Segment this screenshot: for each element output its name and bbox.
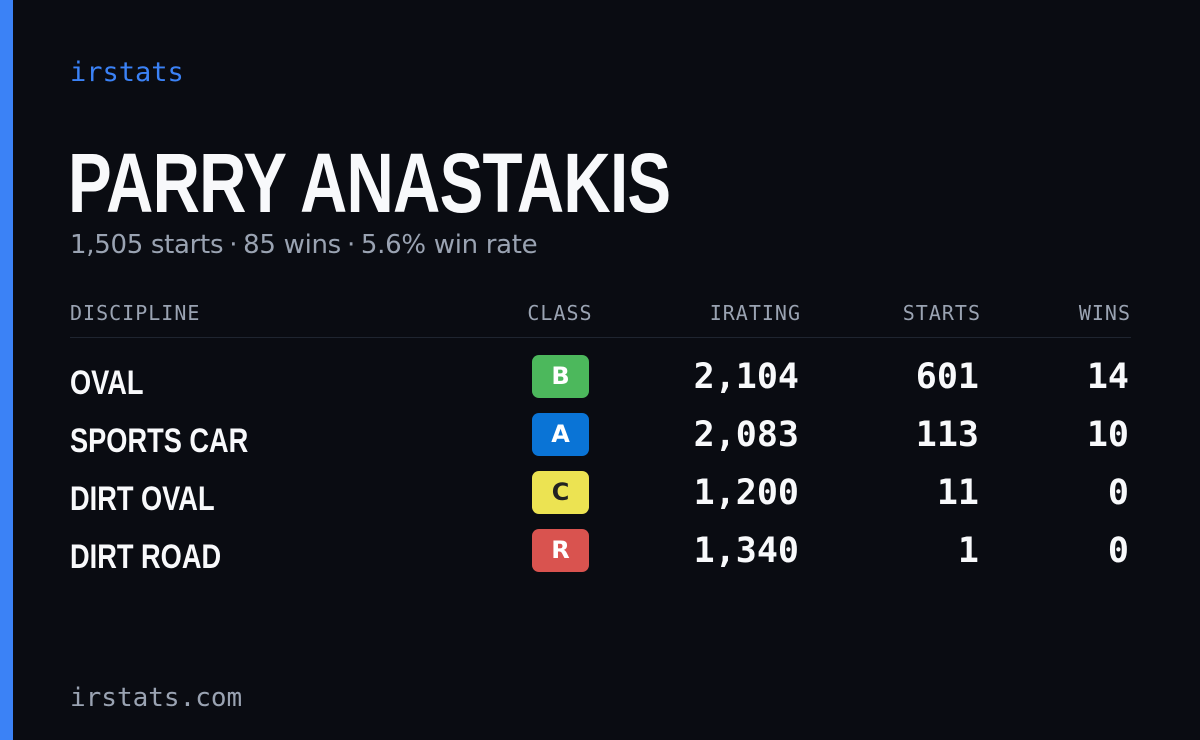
class-badge: A [532, 413, 589, 456]
irating-value: 2,104 [693, 357, 799, 397]
header-discipline: DISCIPLINE [70, 301, 201, 325]
wins-value: 0 [1107, 473, 1129, 513]
table-row: DIRT ROAD R 1,340 1 0 [70, 527, 1131, 585]
header-class: CLASS [527, 301, 593, 325]
discipline-table: DISCIPLINE CLASS IRATING STARTS WINS OVA… [70, 296, 1131, 585]
starts-value: 113 [915, 415, 979, 455]
footer-url: irstats.com [70, 683, 243, 713]
summary-separator: · [229, 230, 238, 260]
wins-value: 10 [1086, 415, 1129, 455]
driver-summary: 1,505 starts · 85 wins · 5.6% win rate [70, 227, 538, 263]
discipline-name: DIRT OVAL [70, 480, 215, 518]
wins-value: 14 [1086, 357, 1129, 397]
starts-value: 11 [936, 473, 979, 513]
table-body: OVAL B 2,104 601 14 SPORTS CAR A 2,083 1… [70, 353, 1131, 585]
summary-starts: 1,505 starts [70, 230, 224, 260]
accent-bar [0, 0, 13, 740]
brand-logo-text: irstats [70, 57, 184, 88]
irating-value: 2,083 [693, 415, 799, 455]
irating-value: 1,200 [693, 473, 799, 513]
driver-name: PARRY ANASTAKIS [68, 136, 671, 230]
class-badge: R [532, 529, 589, 572]
class-badge: B [532, 355, 589, 398]
wins-value: 0 [1107, 531, 1129, 571]
summary-win-rate: 5.6% win rate [360, 230, 538, 260]
header-irating: IRATING [709, 301, 801, 325]
summary-wins: 85 wins [243, 230, 341, 260]
discipline-name: DIRT ROAD [70, 538, 222, 576]
table-row: OVAL B 2,104 601 14 [70, 353, 1131, 411]
table-header: DISCIPLINE CLASS IRATING STARTS WINS [70, 296, 1131, 338]
starts-value: 601 [915, 357, 979, 397]
irating-value: 1,340 [693, 531, 799, 571]
header-starts: STARTS [902, 301, 981, 325]
class-badge: C [532, 471, 589, 514]
table-row: SPORTS CAR A 2,083 113 10 [70, 411, 1131, 469]
discipline-name: SPORTS CAR [70, 422, 249, 460]
starts-value: 1 [957, 531, 979, 571]
table-row: DIRT OVAL C 1,200 11 0 [70, 469, 1131, 527]
header-wins: WINS [1078, 301, 1131, 325]
summary-separator: · [346, 230, 355, 260]
discipline-name: OVAL [70, 364, 144, 402]
